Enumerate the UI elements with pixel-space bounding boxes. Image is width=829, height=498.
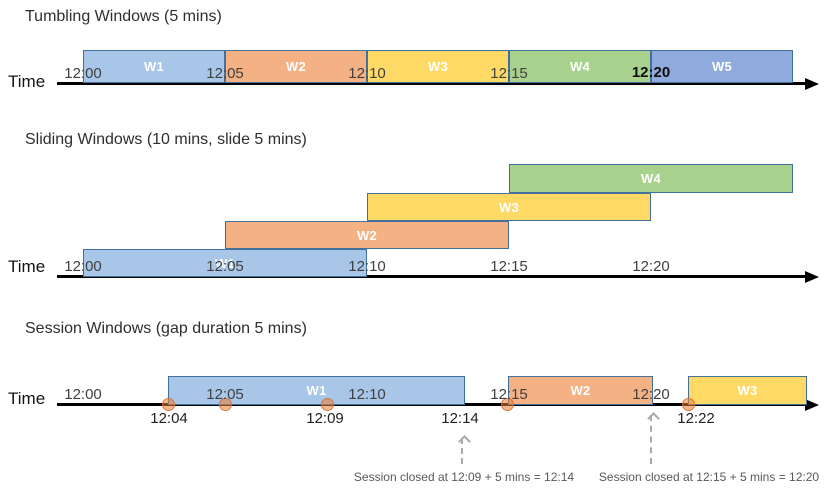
session-title: Session Windows (gap duration 5 mins)	[25, 320, 307, 337]
window-label: W3	[427, 59, 449, 74]
event-time-label: 12:04	[150, 410, 188, 427]
window-label: W4	[569, 59, 591, 74]
window-label: W3	[737, 383, 758, 398]
axis-arrowhead-icon	[805, 78, 819, 90]
axis-tick: 12:05	[206, 258, 244, 275]
axis-tick: 12:05	[206, 386, 244, 403]
time-axis	[57, 82, 805, 85]
axis-tick: 12:00	[64, 386, 102, 403]
axis-tick: 12:10	[348, 65, 386, 82]
axis-tick: 12:10	[348, 386, 386, 403]
axis-tick: 12:20	[632, 258, 670, 275]
session-window-w2: W2	[508, 376, 653, 405]
axis-tick: 12:05	[206, 65, 244, 82]
session-window-w1: W1	[168, 376, 465, 405]
axis-tick: 12:20	[631, 64, 671, 81]
event-dot	[162, 398, 175, 411]
time-axis-label: Time	[8, 257, 46, 276]
time-axis-label: Time	[8, 389, 46, 408]
window-label: W2	[356, 227, 378, 243]
axis-tick: 12:15	[490, 386, 528, 403]
session-annotation: Session closed at 12:15 + 5 mins = 12:20	[598, 470, 820, 484]
sliding-window-w3: W3	[367, 193, 651, 221]
sliding-window-w1: W1	[83, 249, 367, 277]
session-annotation: Session closed at 12:09 + 5 mins = 12:14	[353, 470, 575, 484]
axis-arrowhead-icon	[805, 399, 819, 411]
axis-tick: 12:15	[490, 258, 528, 275]
event-time-label: 12:14	[441, 410, 479, 427]
event-time-label: 12:22	[677, 410, 715, 427]
tumbling-window-w4: W4	[509, 50, 651, 83]
time-axis-label: Time	[8, 72, 46, 91]
window-label: W1	[214, 255, 236, 271]
axis-tick: 12:10	[348, 258, 386, 275]
event-dot	[682, 398, 695, 411]
window-label: W2	[570, 383, 591, 398]
sliding-window-w2: W2	[225, 221, 509, 249]
event-dot	[501, 398, 514, 411]
axis-tick: 12:00	[64, 65, 102, 82]
tumbling-window-w3: W3	[367, 50, 509, 83]
sliding-window-w4: W4	[509, 164, 793, 193]
session-close-arrow-icon	[461, 438, 463, 464]
session-close-arrow-icon	[650, 415, 652, 464]
event-time-label: 12:09	[306, 410, 344, 427]
tumbling-window-w2: W2	[225, 50, 367, 83]
tumbling-window-w1: W1	[83, 50, 225, 83]
axis-tick: 12:20	[632, 386, 670, 403]
tumbling-title: Tumbling Windows (5 mins)	[25, 8, 222, 25]
window-label: W2	[285, 59, 307, 74]
window-label: W3	[498, 199, 520, 215]
time-axis	[57, 275, 805, 278]
axis-tick: 12:00	[64, 258, 102, 275]
session-window-w3: W3	[688, 376, 807, 405]
event-dot	[219, 398, 232, 411]
axis-tick: 12:15	[490, 65, 528, 82]
window-label: W1	[306, 383, 327, 398]
sliding-title: Sliding Windows (10 mins, slide 5 mins)	[25, 131, 307, 148]
window-label: W5	[711, 59, 733, 74]
window-label: W1	[143, 59, 165, 74]
event-dot	[321, 398, 334, 411]
axis-arrowhead-icon	[805, 271, 819, 283]
window-label: W4	[640, 171, 662, 186]
tumbling-window-w5: W5	[651, 50, 793, 83]
